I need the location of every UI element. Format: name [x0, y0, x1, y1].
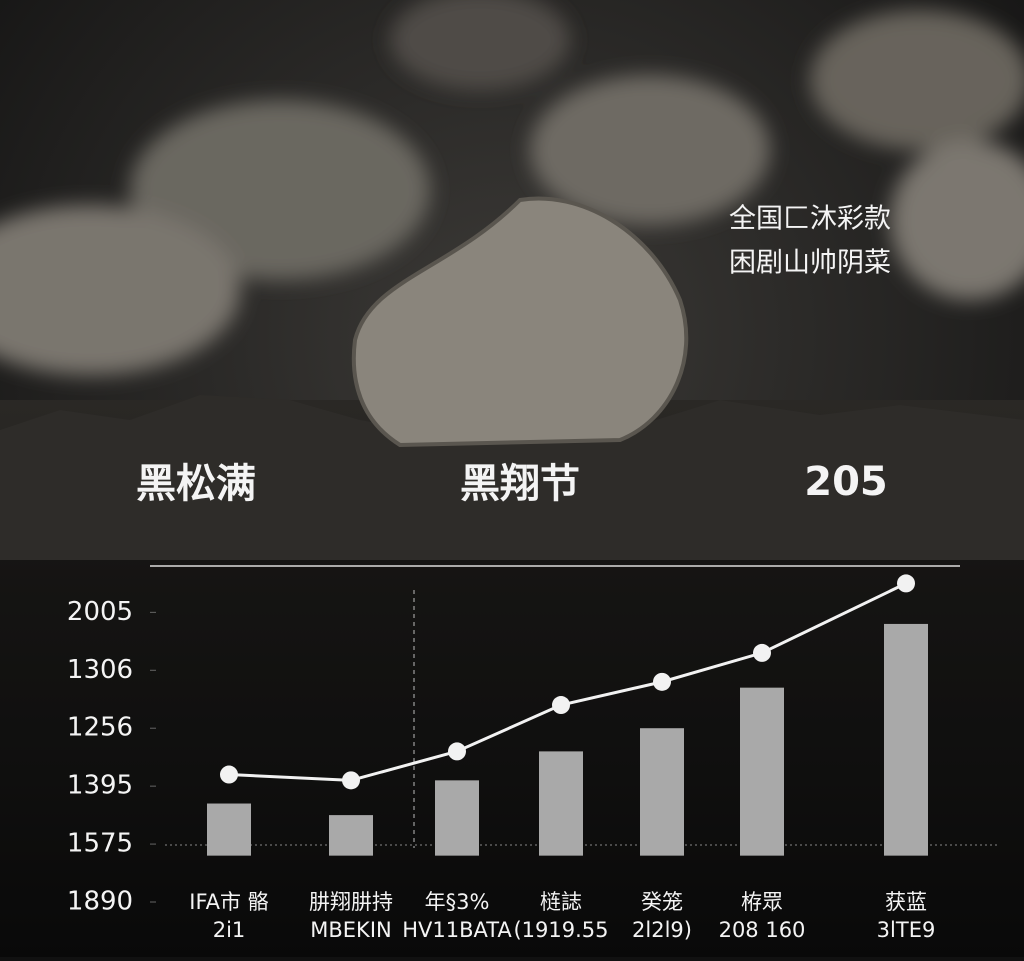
bar — [207, 803, 251, 856]
x-tick-label: 栫眾 — [741, 890, 783, 914]
headline-left: 黑松满 — [136, 461, 256, 507]
x-tick-sublabel: 3lTE9 — [877, 918, 936, 942]
x-tick-label: 获蓝 — [885, 890, 927, 914]
blurred-truffles — [0, 0, 1024, 375]
x-tick-sublabel: HV11BATA — [402, 918, 512, 942]
y-tick-label: 2005 — [67, 597, 133, 627]
trend-point — [753, 643, 771, 662]
x-tick-label: 肼翔肼持 — [309, 890, 393, 914]
trend-point — [653, 672, 671, 691]
y-tick-label: 1306 — [67, 655, 133, 685]
trend-point — [448, 742, 466, 761]
x-tick-label: IFA市 骼 — [189, 890, 268, 914]
x-tick-label: 梿誌 — [540, 890, 582, 914]
bar — [740, 687, 784, 856]
truffle — [351, 196, 689, 448]
trend-point — [220, 765, 238, 784]
bar — [329, 815, 373, 856]
y-tick-label: 1890 — [67, 887, 133, 917]
x-tick-sublabel: (1919.55 — [513, 918, 608, 942]
bar — [539, 751, 583, 856]
caption-line: 全国匚沐彩款 — [729, 204, 891, 235]
trend-point — [342, 771, 360, 790]
bar — [884, 623, 928, 856]
headline-right: 205 — [804, 459, 888, 505]
trend-point — [897, 574, 915, 593]
y-tick-label: 1575 — [67, 829, 133, 859]
chart-shade — [0, 560, 1024, 957]
x-tick-sublabel: 208 160 — [719, 918, 806, 942]
headline-center: 黑翔节 — [460, 461, 580, 507]
x-tick-label: 癸笼 — [641, 890, 683, 914]
y-tick-label: 1395 — [67, 771, 133, 801]
bar — [640, 728, 684, 856]
bar — [435, 780, 479, 856]
y-tick-label: 1256 — [67, 713, 133, 743]
x-tick-sublabel: MBEKIN — [310, 918, 391, 942]
x-tick-sublabel: 2l2l9) — [632, 918, 692, 942]
caption-line: 困剧山帅阴菜 — [729, 248, 891, 279]
soil-ridge — [0, 395, 1024, 560]
trend-point — [552, 696, 570, 715]
x-tick-sublabel: 2i1 — [213, 918, 246, 942]
x-tick-label: 年§3% — [425, 890, 490, 914]
